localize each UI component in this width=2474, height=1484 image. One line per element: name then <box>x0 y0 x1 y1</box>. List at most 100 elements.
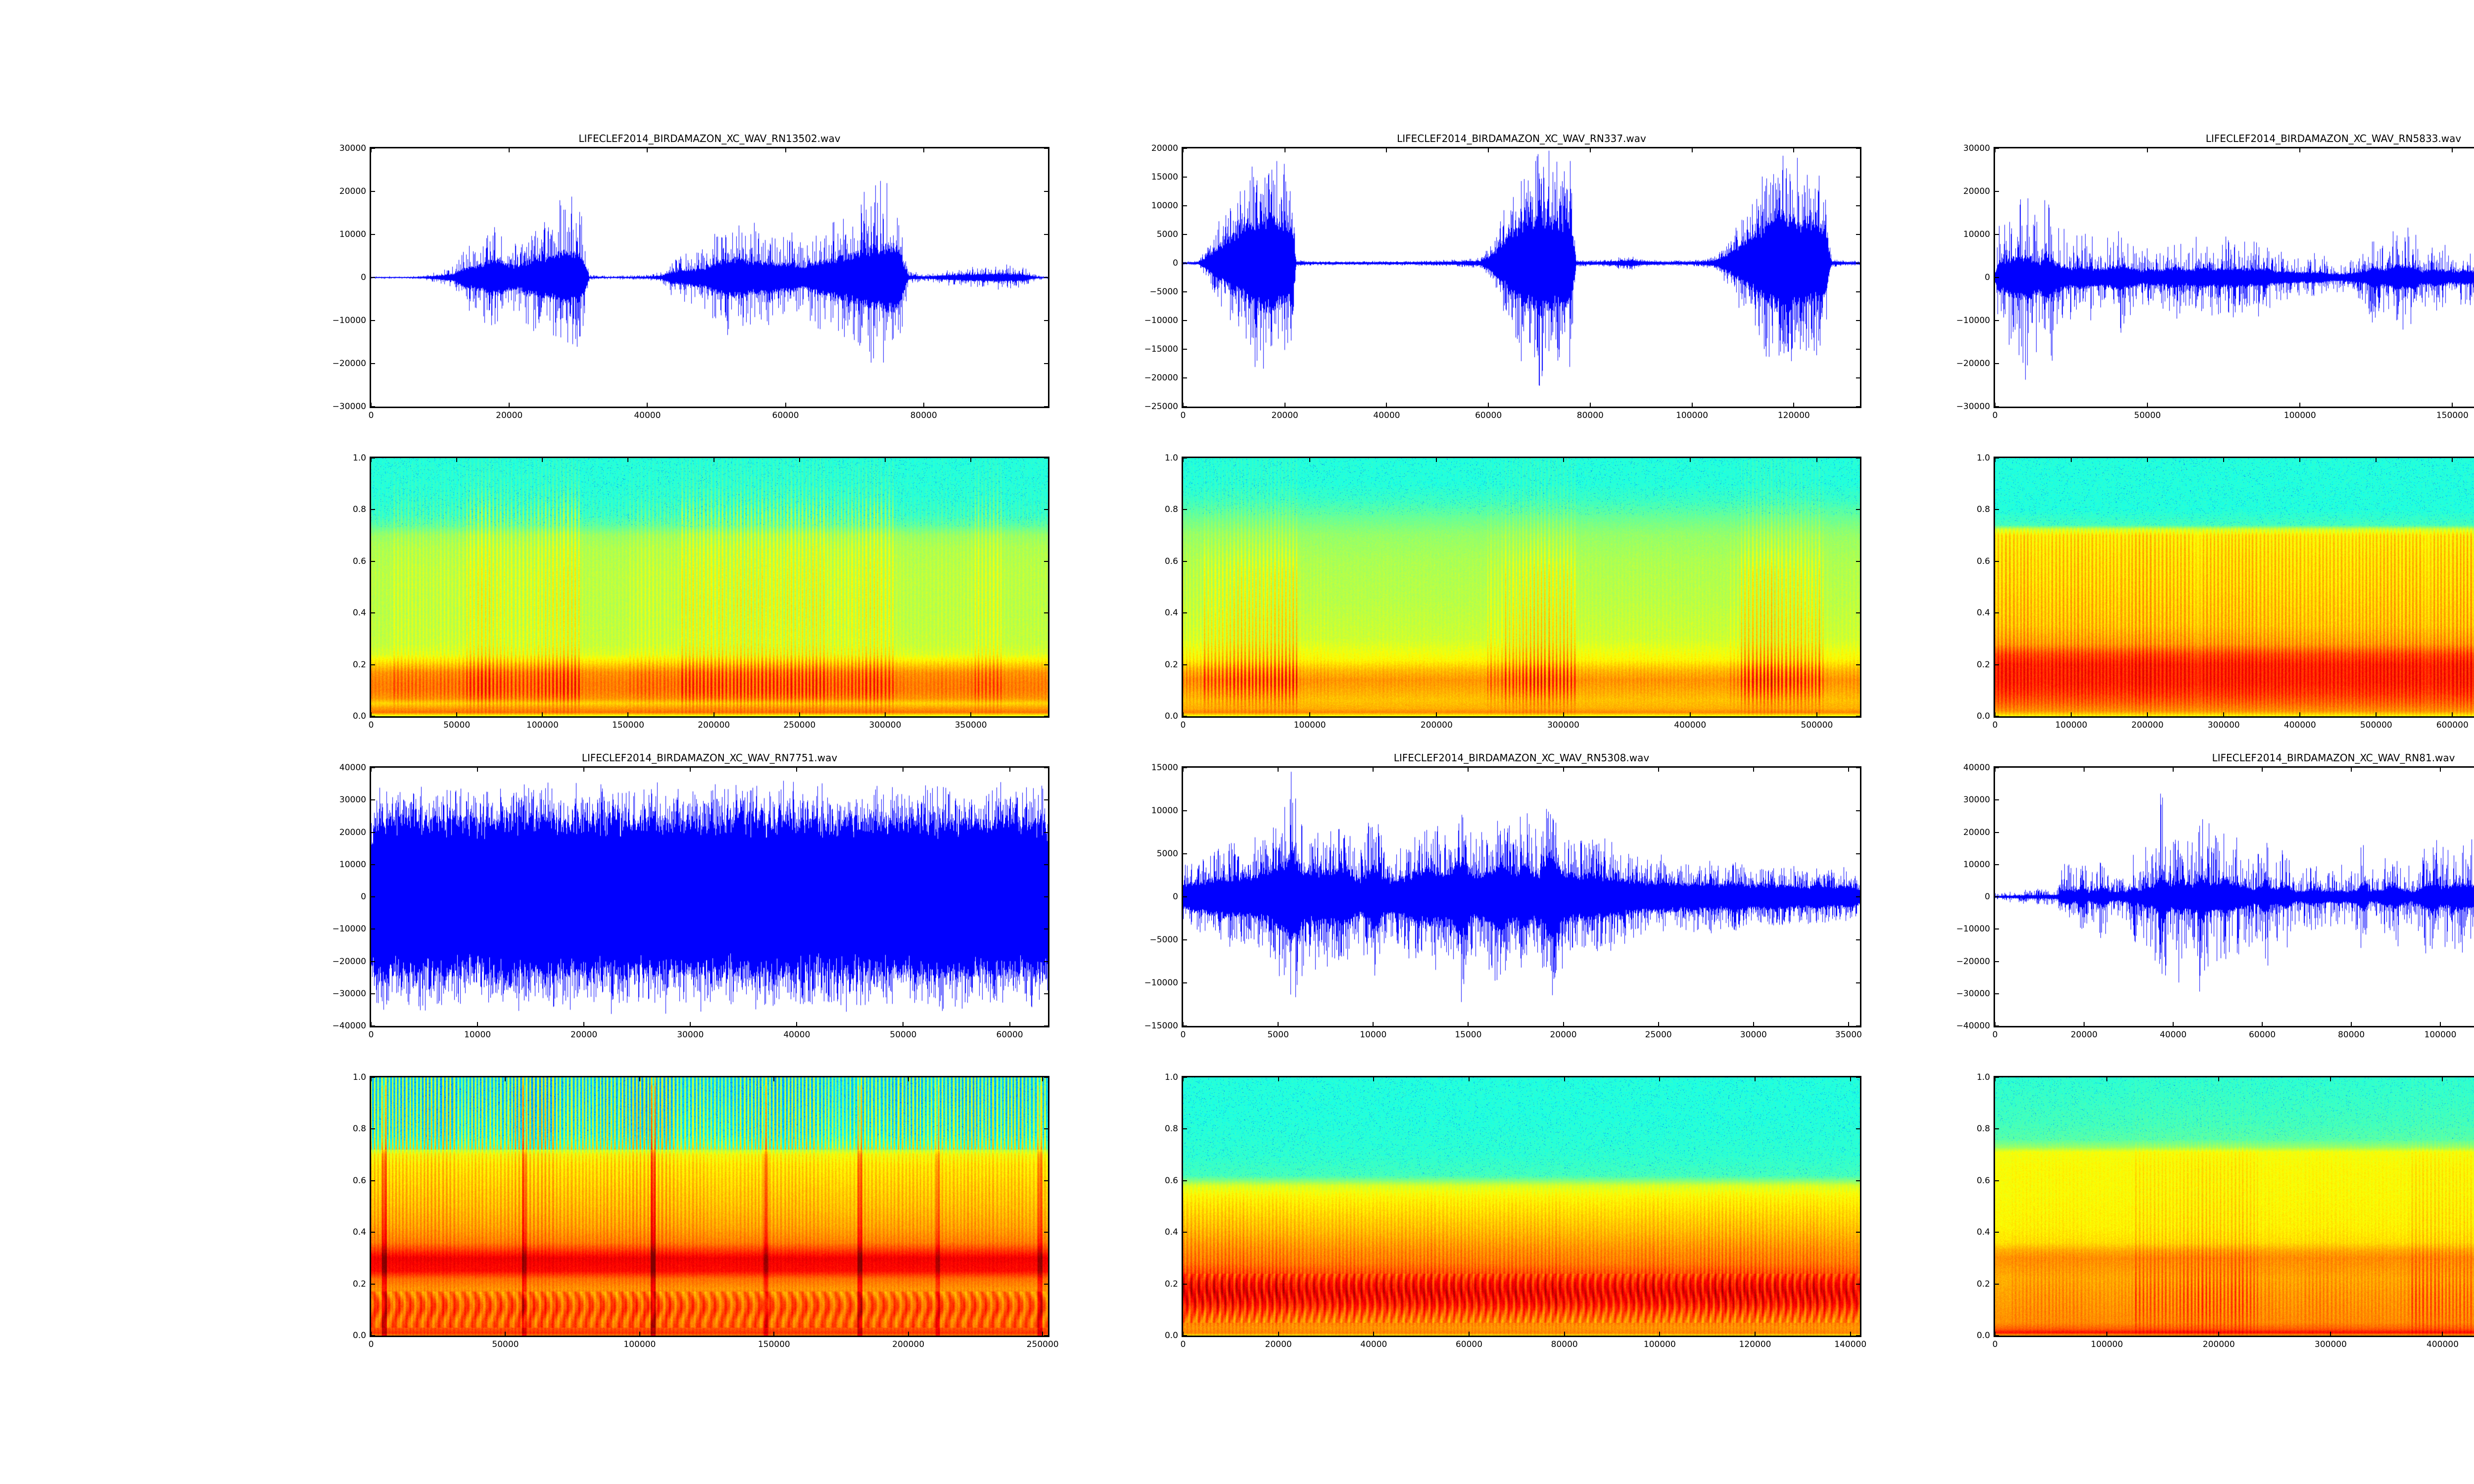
x-tick-mark <box>2071 712 2072 716</box>
y-tick-mark <box>371 509 375 510</box>
y-tick-mark <box>1995 799 1999 801</box>
y-tick-mark <box>1856 939 1860 940</box>
x-tick-label: 100000 <box>1676 411 1709 420</box>
y-tick-mark <box>1183 377 1187 378</box>
y-tick-mark <box>1044 716 1048 717</box>
x-tick-mark <box>1183 148 1184 152</box>
y-tick-label: −10000 <box>1144 978 1178 988</box>
y-tick-mark <box>371 234 375 235</box>
x-tick-label: 20000 <box>496 411 523 420</box>
y-tick-label: 0.0 <box>1164 711 1178 721</box>
y-tick-mark <box>1183 896 1187 897</box>
x-tick-label: 15000 <box>1455 1030 1482 1040</box>
y-tick-label: 0.6 <box>1164 1175 1178 1186</box>
y-tick-label: 1.0 <box>1164 1072 1178 1082</box>
y-tick-label: 0.0 <box>1164 1331 1178 1341</box>
y-tick-label: −10000 <box>1144 316 1178 325</box>
y-tick-mark <box>1183 1180 1187 1181</box>
x-tick-label: 400000 <box>2284 720 2316 730</box>
y-tick-label: 0 <box>1173 258 1178 268</box>
y-tick-mark <box>371 993 375 994</box>
x-tick-mark <box>2330 1077 2331 1081</box>
y-tick-label: 0.2 <box>1976 659 1990 670</box>
y-tick-mark <box>1856 148 1860 149</box>
x-tick-mark <box>509 403 510 407</box>
y-tick-label: 0.8 <box>352 505 366 515</box>
x-tick-mark <box>1278 1077 1279 1081</box>
waveform-canvas-waveform-rn337 <box>1183 148 1860 407</box>
y-tick-label: 0.2 <box>352 1279 366 1289</box>
x-tick-mark <box>799 458 800 462</box>
y-tick-label: 0.0 <box>352 1331 366 1341</box>
y-tick-label: 0.6 <box>352 556 366 566</box>
x-tick-label: 80000 <box>1551 1340 1578 1349</box>
y-tick-label: 0.4 <box>1976 1227 1990 1238</box>
x-tick-mark <box>1753 768 1754 772</box>
y-tick-label: 0.2 <box>352 659 366 670</box>
y-tick-mark <box>1183 320 1187 321</box>
y-tick-mark <box>1995 961 1999 962</box>
spectrogram-canvas-spectrogram-rn5833 <box>1995 458 2474 716</box>
y-tick-mark <box>1044 664 1048 665</box>
x-tick-label: 80000 <box>2337 1030 2365 1040</box>
y-tick-mark <box>1995 767 1999 768</box>
x-tick-label: 50000 <box>443 720 471 730</box>
y-tick-mark <box>371 664 375 665</box>
y-tick-mark <box>1183 458 1187 459</box>
y-tick-label: 0 <box>1985 892 1990 902</box>
y-tick-mark <box>371 191 375 192</box>
y-tick-mark <box>1044 799 1048 801</box>
y-tick-label: 1.0 <box>1976 453 1990 463</box>
x-tick-label: 300000 <box>2314 1340 2347 1349</box>
x-tick-label: 0 <box>368 411 374 420</box>
y-tick-mark <box>1183 716 1187 717</box>
y-tick-label: 0.8 <box>1976 1124 1990 1134</box>
x-tick-mark <box>2218 1332 2220 1336</box>
x-tick-mark <box>1469 1332 1470 1336</box>
x-tick-mark <box>2299 403 2301 407</box>
x-tick-mark <box>1848 1022 1849 1026</box>
x-tick-mark <box>2106 1077 2108 1081</box>
y-tick-mark <box>1995 1283 1999 1285</box>
y-tick-mark <box>371 896 375 897</box>
y-tick-mark <box>1995 234 1999 235</box>
x-tick-mark <box>923 148 924 152</box>
y-tick-mark <box>1856 982 1860 983</box>
x-tick-mark <box>796 1022 798 1026</box>
x-tick-mark <box>1436 458 1437 462</box>
x-tick-mark <box>1995 1077 1996 1081</box>
x-tick-label: 300000 <box>1547 720 1579 730</box>
x-tick-mark <box>1278 768 1279 772</box>
y-tick-label: −30000 <box>332 402 366 412</box>
x-tick-mark <box>2299 458 2301 462</box>
y-tick-label: 15000 <box>1151 763 1178 773</box>
x-tick-mark <box>1373 1077 1375 1081</box>
x-tick-mark <box>505 1077 506 1081</box>
x-tick-label: 200000 <box>892 1340 925 1349</box>
x-tick-label: 0 <box>1992 1030 1998 1040</box>
y-tick-mark <box>1183 291 1187 292</box>
y-tick-mark <box>1183 263 1187 264</box>
y-tick-label: 20000 <box>1151 143 1178 153</box>
x-tick-label: 200000 <box>1420 720 1453 730</box>
x-tick-mark <box>1373 768 1374 772</box>
y-tick-mark <box>1044 1335 1048 1336</box>
y-tick-mark <box>1183 982 1187 983</box>
x-tick-mark <box>907 1077 909 1081</box>
x-tick-mark <box>1563 458 1564 462</box>
x-tick-label: 40000 <box>634 411 661 420</box>
x-tick-mark <box>1689 712 1691 716</box>
y-tick-mark <box>1995 716 1999 717</box>
x-tick-mark <box>1589 148 1591 152</box>
y-tick-mark <box>1856 291 1860 292</box>
x-tick-label: 200000 <box>2202 1340 2235 1349</box>
x-tick-mark <box>1386 403 1387 407</box>
y-tick-label: −30000 <box>332 988 366 999</box>
y-tick-mark <box>1995 1335 1999 1336</box>
x-tick-mark <box>456 458 458 462</box>
plot-title-waveform-rn5308: LIFECLEF2014_BIRDAMAZON_XC_WAV_RN5308.wa… <box>1393 752 1650 764</box>
x-tick-label: 40000 <box>1360 1340 1387 1349</box>
y-tick-mark <box>1856 349 1860 350</box>
y-tick-label: −10000 <box>1956 924 1990 934</box>
x-tick-mark <box>1995 403 1996 407</box>
